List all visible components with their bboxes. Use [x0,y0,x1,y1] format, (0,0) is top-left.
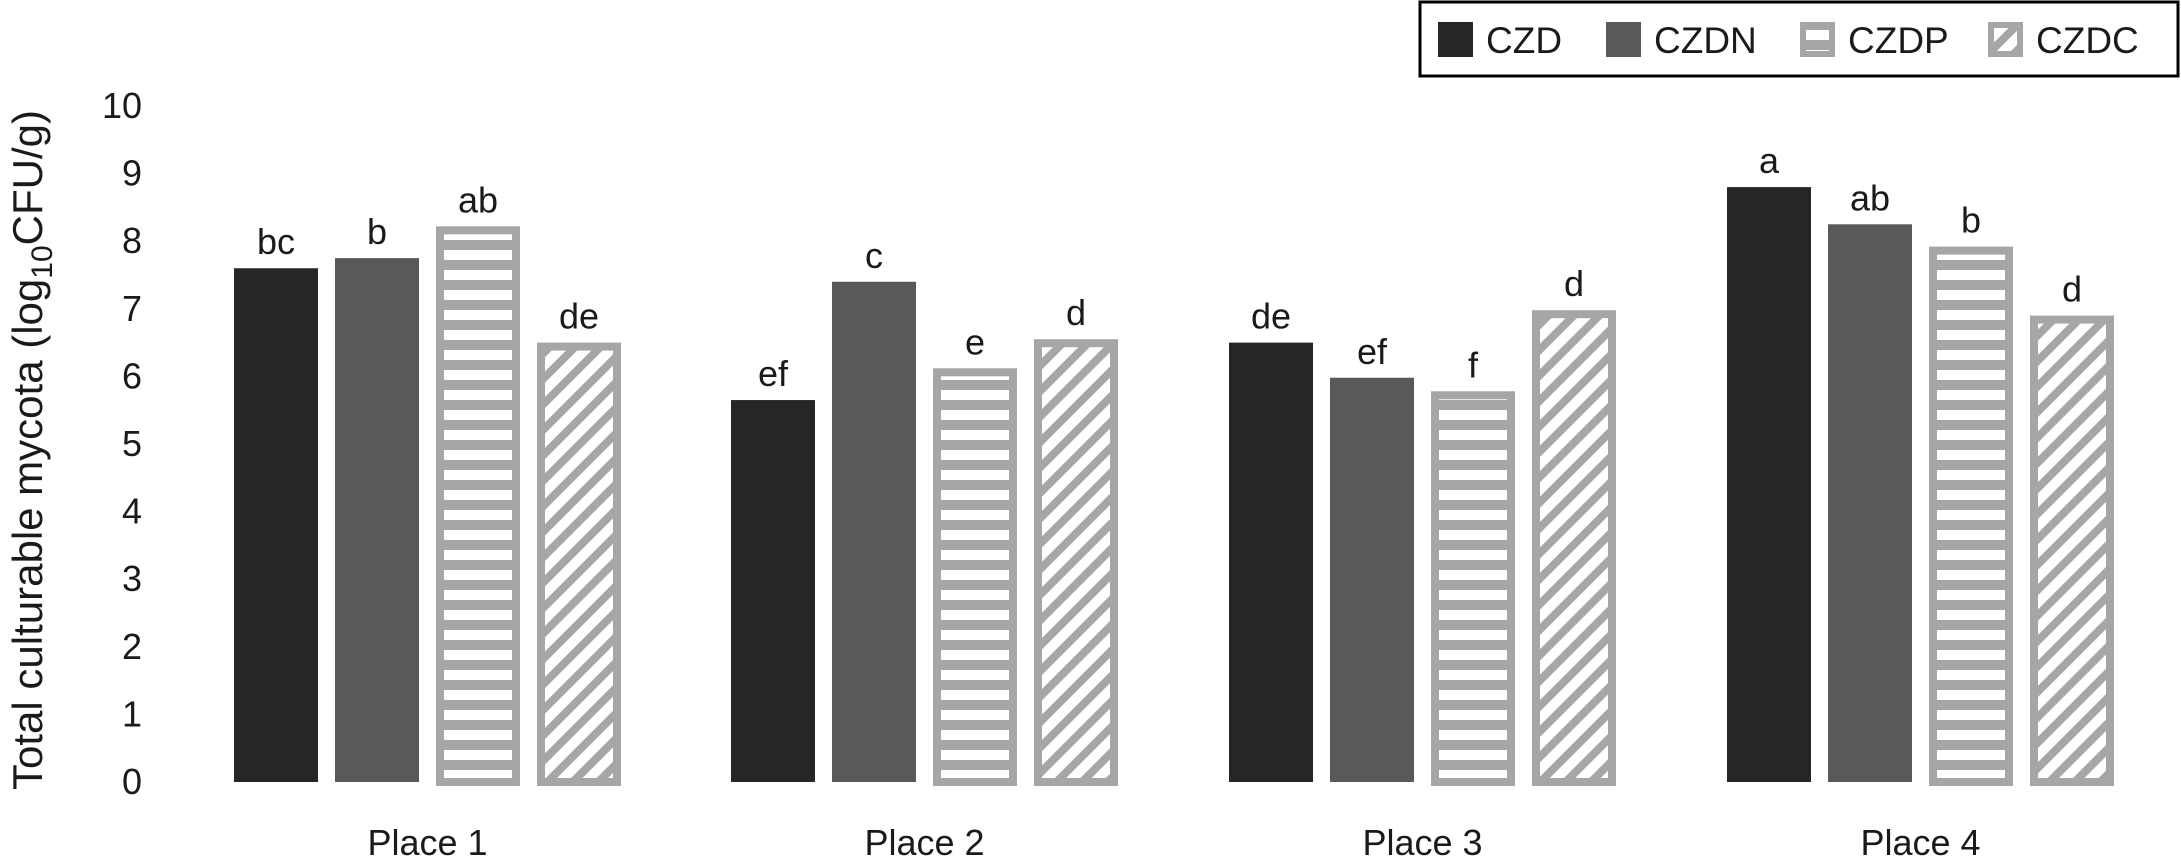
bar-czd-1 [234,268,318,782]
bar-czdc-4 [2030,315,2114,786]
legend-box [1418,0,2180,78]
category-labels: Place 1 Place 2 Place 3 Place 4 [367,822,1980,863]
significance-labels: bc b ab de ef c e d de ef f d a ab b d [257,140,2082,394]
bar-czd-4 [1727,187,1811,782]
x-category-label: Place 3 [1362,822,1482,863]
y-tick-label: 8 [122,220,142,261]
y-tick-label: 7 [122,288,142,329]
significance-label: ab [1850,177,1890,218]
bar-czdc-2 [1034,339,1118,786]
significance-label: de [1251,296,1291,337]
legend-swatch-czdc [1988,22,2023,57]
x-category-label: Place 1 [367,822,487,863]
bar-czdn-3 [1330,377,1414,782]
bar-czdp-4 [1929,246,2013,787]
y-axis-label: Total culturable mycota (log10CFU/g) [4,110,59,790]
legend-label-czdc: CZDC [2036,20,2139,61]
bars [234,187,2114,787]
significance-label: a [1759,140,1780,181]
bar-czdp-3 [1431,391,1515,786]
legend-label-czdn: CZDN [1654,20,1757,61]
y-tick-label: 1 [122,693,142,734]
y-tick-label: 9 [122,153,142,194]
significance-label: b [1961,200,1981,241]
y-tick-label: 6 [122,355,142,396]
significance-label: d [1564,263,1584,304]
bar-czdn-1 [335,258,419,783]
significance-label: ef [1357,331,1388,372]
significance-label: ab [458,179,498,220]
y-tick-label: 3 [122,558,142,599]
bar-czdc-1 [537,342,621,786]
bar-czdn-2 [832,281,916,782]
bar-czd-2 [731,400,815,782]
legend-swatch-czdn [1606,22,1641,57]
significance-label: b [367,211,387,252]
legend: CZD CZDN CZDP CZDC [1418,0,2180,78]
bar-czdp-1 [436,226,520,786]
y-tick-label: 0 [122,761,142,802]
significance-label: d [2062,269,2082,310]
bar-czd-3 [1229,342,1313,782]
significance-label: c [865,235,883,276]
legend-label-czdp: CZDP [1848,20,1949,61]
significance-label: f [1468,344,1479,385]
y-tick-label: 10 [102,85,142,126]
y-tick-label: 5 [122,423,142,464]
bar-czdn-4 [1828,224,1912,783]
significance-label: bc [257,221,295,262]
bar-czdc-3 [1532,310,1616,786]
y-tick-label: 2 [122,626,142,667]
bar-czdp-2 [933,368,1017,786]
x-category-label: Place 2 [864,822,984,863]
significance-label: ef [758,353,789,394]
significance-label: e [965,321,985,362]
y-tick-label: 4 [122,491,142,532]
significance-label: d [1066,292,1086,333]
legend-swatch-czdp [1800,22,1835,57]
x-category-label: Place 4 [1860,822,1980,863]
y-axis: 0 1 2 3 4 5 6 7 8 9 10 [102,85,142,802]
significance-label: de [559,296,599,337]
legend-label-czd: CZD [1486,20,1562,61]
legend-swatch-czd [1438,22,1473,57]
